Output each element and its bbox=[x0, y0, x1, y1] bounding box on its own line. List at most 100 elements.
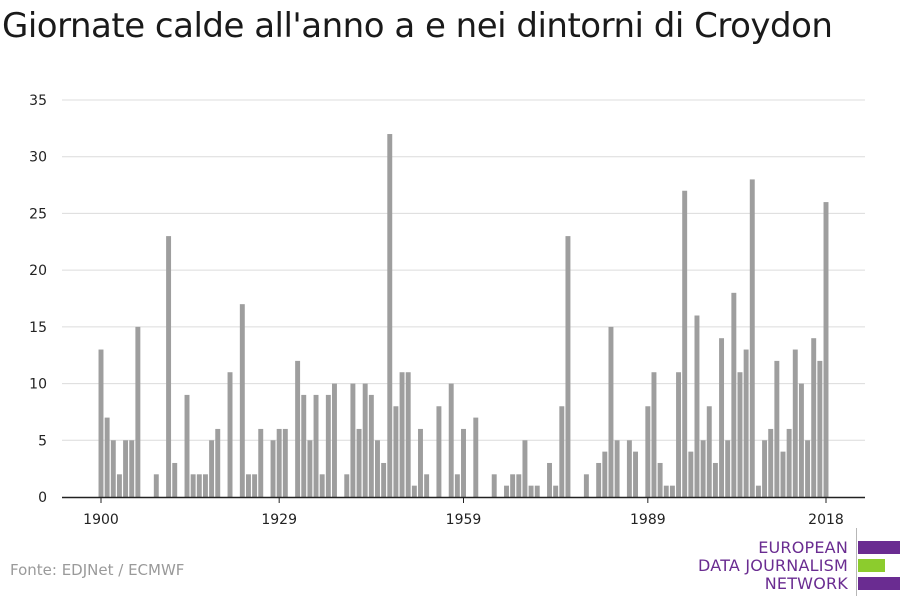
bar-1990 bbox=[651, 372, 657, 497]
bar-2008 bbox=[762, 440, 768, 497]
bar-1968 bbox=[516, 474, 522, 497]
bar-1903 bbox=[116, 474, 122, 497]
bar-2006 bbox=[749, 179, 755, 497]
bar-1912 bbox=[172, 462, 178, 497]
bar-1997 bbox=[694, 315, 700, 497]
bar-1979 bbox=[583, 474, 589, 497]
bar-1918 bbox=[209, 440, 215, 497]
bar-1915 bbox=[190, 474, 196, 497]
bar-1916 bbox=[196, 474, 202, 497]
bar-1934 bbox=[307, 440, 313, 497]
bar-1964 bbox=[491, 474, 497, 497]
bar-1926 bbox=[258, 428, 264, 497]
bar-1911 bbox=[166, 236, 172, 498]
bar-1946 bbox=[381, 462, 387, 497]
gridlines bbox=[62, 99, 865, 441]
bar-1967 bbox=[510, 474, 516, 497]
bar-2005 bbox=[743, 349, 749, 497]
bar-2009 bbox=[768, 428, 774, 497]
bar-1901 bbox=[104, 417, 110, 497]
bar-1984 bbox=[614, 440, 620, 497]
x-tick-label: 1959 bbox=[446, 512, 482, 528]
bar-2001 bbox=[719, 338, 725, 497]
bar-2002 bbox=[725, 440, 731, 497]
bar-1959 bbox=[461, 428, 466, 497]
bar-1952 bbox=[418, 428, 423, 497]
bar-2010 bbox=[774, 360, 780, 497]
bar-1902 bbox=[110, 440, 116, 497]
bar-1950 bbox=[405, 372, 411, 497]
bar-2016 bbox=[811, 338, 817, 497]
bar-1961 bbox=[473, 417, 479, 497]
bar-1943 bbox=[362, 383, 368, 497]
bar-2012 bbox=[786, 428, 792, 497]
bar-1953 bbox=[424, 474, 430, 497]
bar-1974 bbox=[553, 485, 559, 497]
logo-divider bbox=[856, 528, 857, 596]
bar-1909 bbox=[153, 474, 159, 497]
bar-1924 bbox=[245, 474, 251, 497]
logo-line-3: NETWORK bbox=[764, 574, 848, 593]
bar-1987 bbox=[633, 451, 638, 497]
bar-1975 bbox=[559, 406, 565, 497]
bar-1992 bbox=[663, 485, 669, 497]
bar-1935 bbox=[313, 394, 319, 497]
bar-1919 bbox=[215, 428, 221, 497]
bar-1955 bbox=[436, 406, 442, 497]
bar-1971 bbox=[534, 485, 540, 497]
bar-1905 bbox=[129, 440, 135, 497]
y-tick-label: 5 bbox=[38, 433, 47, 449]
bar-1982 bbox=[602, 451, 608, 497]
x-tick-label: 1929 bbox=[261, 512, 297, 528]
bar-1998 bbox=[700, 440, 706, 497]
logo-bar-purple-bottom bbox=[858, 577, 900, 590]
bar-1991 bbox=[657, 462, 663, 497]
y-tick-label: 15 bbox=[29, 320, 47, 336]
y-tick-label: 35 bbox=[29, 93, 47, 109]
bar-1904 bbox=[123, 440, 129, 497]
bar-1923 bbox=[239, 304, 245, 497]
bar-2018 bbox=[823, 202, 829, 497]
bar-1928 bbox=[270, 440, 276, 497]
logo-line-1: EUROPEAN bbox=[758, 538, 848, 557]
bar-1938 bbox=[332, 383, 337, 497]
bar-1932 bbox=[295, 360, 301, 497]
bar-1948 bbox=[393, 406, 399, 497]
bar-1983 bbox=[608, 326, 614, 497]
x-tick-label: 1900 bbox=[83, 512, 119, 528]
bar-1929 bbox=[276, 428, 282, 497]
logo-line-2: DATA JOURNALISM bbox=[698, 556, 848, 575]
bar-2011 bbox=[780, 451, 786, 497]
bar-1921 bbox=[227, 372, 233, 497]
bar-2003 bbox=[731, 292, 737, 497]
bar-1930 bbox=[282, 428, 288, 497]
bar-1944 bbox=[368, 394, 374, 497]
bar-1942 bbox=[356, 428, 362, 497]
bar-1966 bbox=[504, 485, 509, 497]
x-tick-label: 1989 bbox=[630, 512, 666, 528]
chart-title: Giornate calde all'anno a e nei dintorni… bbox=[2, 6, 833, 46]
bar-1969 bbox=[522, 440, 528, 497]
y-tick-label: 30 bbox=[29, 150, 47, 166]
bar-2017 bbox=[817, 360, 823, 497]
bar-1940 bbox=[344, 474, 350, 497]
bar-1995 bbox=[682, 190, 688, 498]
bar-1970 bbox=[528, 485, 534, 497]
bar-1993 bbox=[669, 485, 675, 497]
bar-2014 bbox=[798, 383, 804, 497]
logo-bar-purple-top bbox=[858, 541, 900, 554]
bar-1996 bbox=[688, 451, 694, 497]
source-note: Fonte: EDJNet / ECMWF bbox=[10, 561, 185, 579]
bar-1945 bbox=[375, 440, 380, 497]
y-tick-label: 0 bbox=[38, 490, 47, 506]
bar-1981 bbox=[596, 462, 602, 497]
bar-2013 bbox=[792, 349, 798, 497]
bar-1986 bbox=[626, 440, 632, 497]
bar-2007 bbox=[755, 485, 761, 497]
y-tick-label: 10 bbox=[29, 377, 47, 393]
y-tick-label: 25 bbox=[29, 206, 47, 222]
bar-1936 bbox=[319, 474, 325, 497]
bar-2000 bbox=[712, 462, 718, 497]
bar-1989 bbox=[645, 406, 651, 497]
